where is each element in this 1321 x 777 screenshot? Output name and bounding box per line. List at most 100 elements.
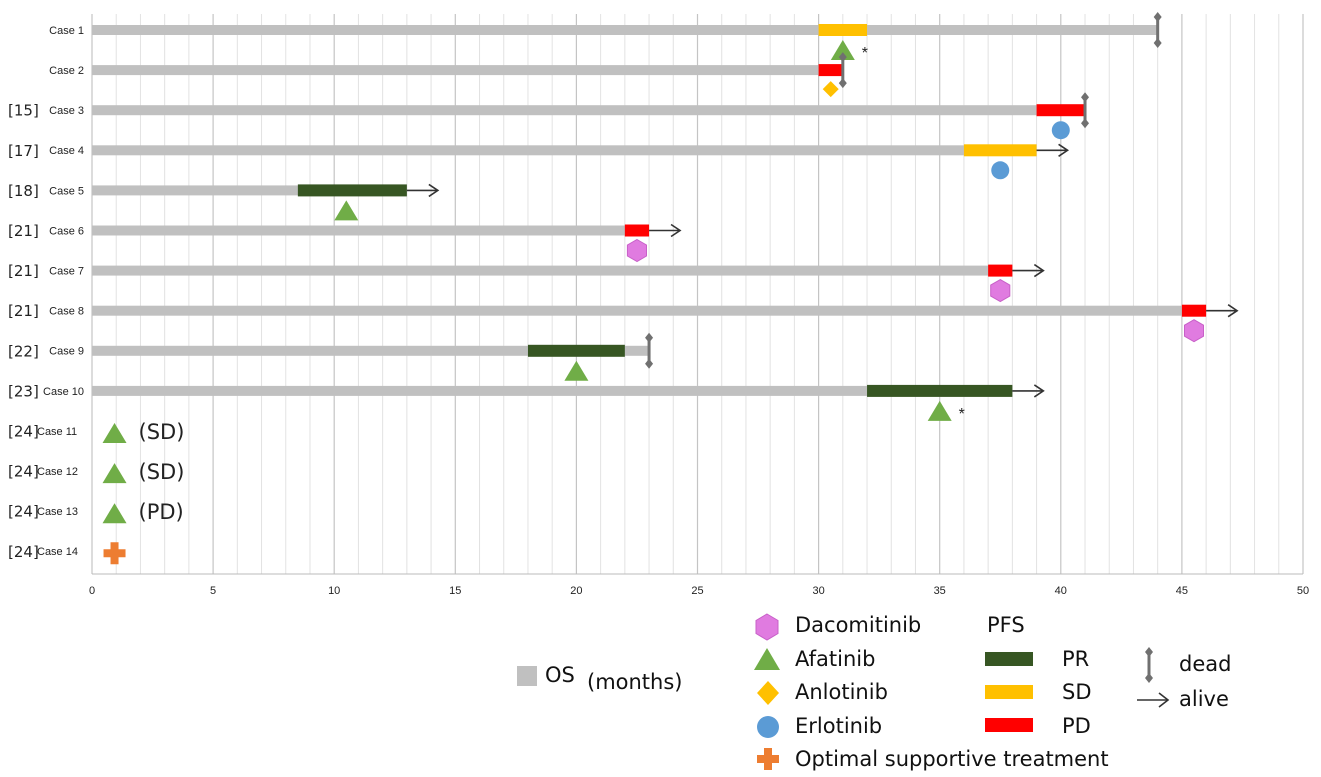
case-label: Case 14 <box>37 546 78 558</box>
legend-drug-anlotinib: Anlotinib <box>795 680 888 704</box>
case-label: Case 9 <box>49 346 84 358</box>
case-label: Case 5 <box>49 185 84 197</box>
os-bar <box>92 185 407 196</box>
case-ref-label: [15] <box>8 102 39 120</box>
pfs-bar-pd <box>818 64 843 77</box>
legend-pfs-sd-swatch <box>985 685 1033 699</box>
pfs-bar-pr <box>297 184 407 197</box>
dead-marker-cap <box>1081 92 1090 103</box>
dead-marker-cap <box>1081 118 1090 129</box>
case-ref-label: [24] <box>8 503 39 521</box>
legend-drug-afatinib: Afatinib <box>795 647 876 671</box>
os-bar <box>92 145 1037 156</box>
asterisk-note: * <box>862 45 868 62</box>
pfs-bar-pd <box>988 264 1013 277</box>
case-label: Case 11 <box>37 426 77 438</box>
dead-marker-cap <box>838 78 847 89</box>
legend-os-label: OS <box>545 663 575 687</box>
drug-marker <box>927 400 952 421</box>
dead-marker-cap <box>645 358 654 369</box>
x-tick-label: 50 <box>1297 585 1309 597</box>
drug-marker <box>102 463 127 484</box>
drug-marker <box>1051 121 1070 140</box>
os-bar <box>92 105 1086 116</box>
pfs-bar-pd <box>1181 304 1207 317</box>
case-label: Case 1 <box>49 25 84 37</box>
legend-pfs-sd: SD <box>1062 680 1092 704</box>
dead-marker-icon <box>1145 647 1153 683</box>
x-tick-label: 40 <box>1055 585 1067 597</box>
case-label: Case 4 <box>49 145 84 157</box>
x-tick-label: 5 <box>210 585 216 597</box>
drug-marker <box>564 360 589 381</box>
legend-pfs-pd: PD <box>1062 714 1091 738</box>
circle-icon <box>757 716 779 738</box>
dead-marker-cap <box>838 52 847 63</box>
x-tick-label: 30 <box>812 585 824 597</box>
drug-marker <box>991 161 1010 180</box>
legend-dead: dead <box>1179 652 1232 676</box>
case-ref-label: [24] <box>8 463 39 481</box>
x-tick-label: 15 <box>449 585 461 597</box>
case-label: Case 10 <box>43 386 84 398</box>
os-bar <box>92 265 1013 276</box>
response-note: (SD) <box>139 420 185 444</box>
drug-marker <box>334 200 359 221</box>
drug-marker <box>822 81 839 98</box>
os-bar <box>92 345 650 356</box>
legend-pfs-pr: PR <box>1062 647 1090 671</box>
case-ref-label: [18] <box>8 182 39 200</box>
legend-pfs-pd-swatch <box>985 718 1033 732</box>
cross-icon <box>757 748 779 770</box>
legend-pfs-title: PFS <box>987 613 1025 637</box>
case-ref-label: [22] <box>8 342 39 360</box>
pfs-bar-sd <box>818 24 868 36</box>
x-tick-label: 25 <box>691 585 703 597</box>
os-bar <box>92 305 1207 316</box>
drug-marker <box>103 542 126 565</box>
legend-os-swatch <box>517 666 537 686</box>
os-bar <box>92 225 650 236</box>
diamond-icon <box>757 681 779 705</box>
legend-os-unit: (months) <box>587 670 683 694</box>
legend-drug-dacomitinib: Dacomitinib <box>795 613 922 637</box>
case-label: Case 6 <box>49 225 84 237</box>
x-tick-label: 45 <box>1176 585 1188 597</box>
dead-marker-cap <box>1153 38 1162 48</box>
x-tick-label: 0 <box>89 585 95 597</box>
pfs-bar-pr <box>527 344 625 357</box>
x-tick-label: 20 <box>570 585 582 597</box>
os-bar <box>92 25 1158 35</box>
hexagon-icon <box>755 613 779 641</box>
case-ref-label: [24] <box>8 543 39 561</box>
case-label: Case 2 <box>49 65 84 77</box>
drug-marker <box>102 503 127 524</box>
pfs-bar-sd <box>963 144 1037 157</box>
legend-drug-ost: Optimal supportive treatment <box>795 747 1109 771</box>
triangle-icon <box>754 648 780 670</box>
case-ref-label: [21] <box>8 302 39 320</box>
drug-marker <box>102 423 127 443</box>
alive-arrow-head <box>670 223 682 238</box>
pfs-bar-pd <box>624 224 650 237</box>
case-ref-label: [23] <box>8 382 39 400</box>
os-bar <box>92 385 1013 396</box>
alive-arrow-head <box>428 183 440 198</box>
case-ref-label: [21] <box>8 262 39 280</box>
x-tick-label: 10 <box>328 585 340 597</box>
asterisk-note: * <box>959 406 965 423</box>
x-tick-label: 35 <box>934 585 946 597</box>
drug-marker <box>1184 319 1204 343</box>
alive-arrow-head <box>1058 143 1070 157</box>
alive-arrow-head <box>1033 384 1045 398</box>
case-ref-label: [24] <box>8 423 39 441</box>
case-label: Case 3 <box>49 105 84 117</box>
alive-arrow-head <box>1033 263 1045 278</box>
case-label: Case 7 <box>49 266 84 278</box>
drug-marker <box>830 40 855 60</box>
response-note: (PD) <box>139 500 184 524</box>
drug-marker <box>626 238 647 263</box>
os-bar <box>92 65 843 76</box>
case-label: Case 12 <box>37 466 78 478</box>
